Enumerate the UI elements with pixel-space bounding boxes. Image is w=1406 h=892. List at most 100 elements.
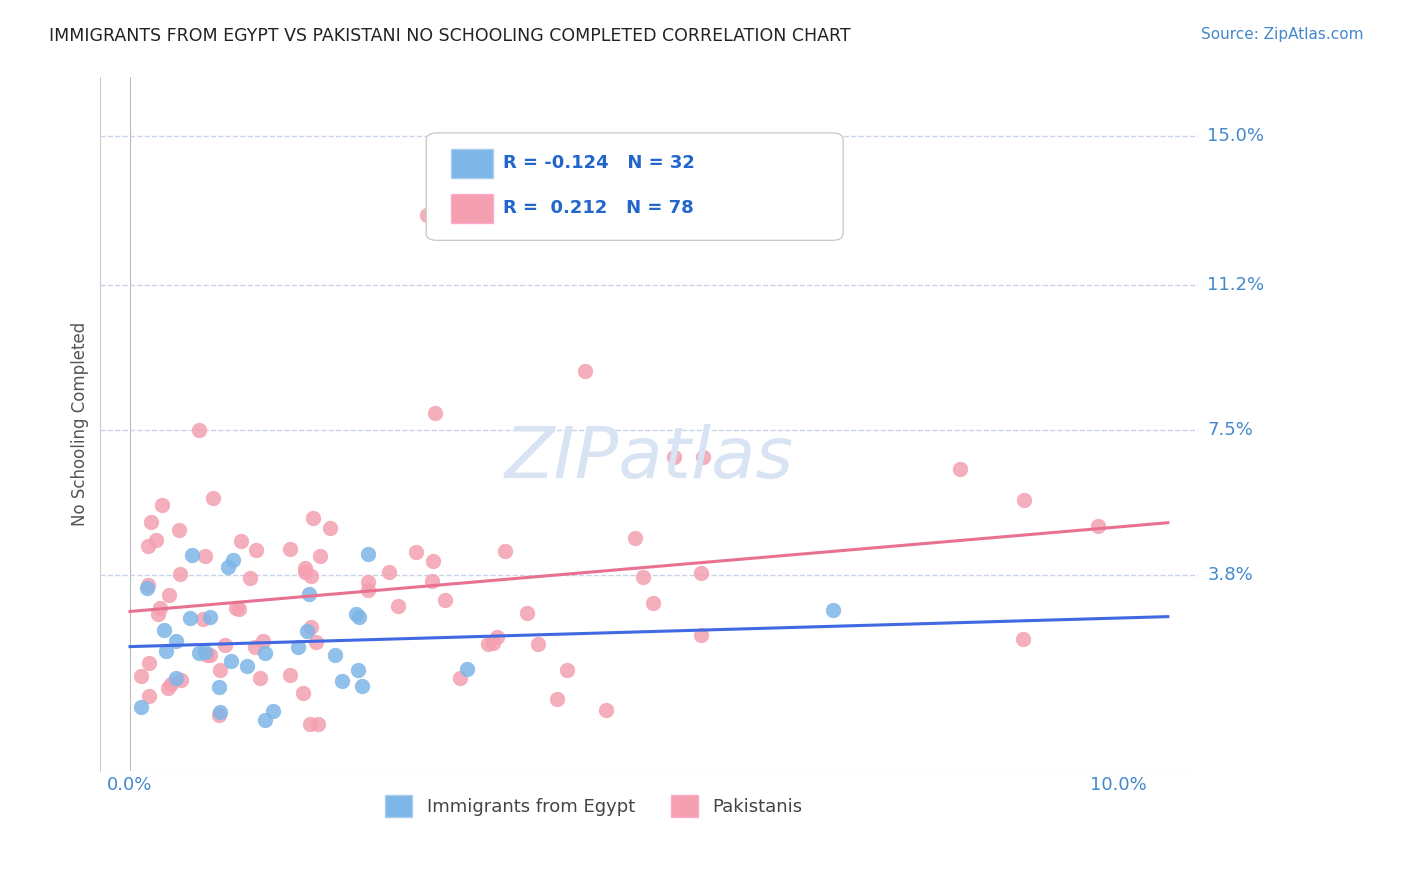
Point	[298, 587, 321, 601]
Legend: Immigrants from Egypt, Pakistanis: Immigrants from Egypt, Pakistanis	[378, 788, 810, 824]
Point	[207, 680, 229, 694]
Point	[546, 692, 568, 706]
Point	[252, 634, 274, 648]
Point	[229, 533, 252, 548]
Point	[149, 601, 172, 615]
Point	[222, 553, 245, 567]
Point	[422, 554, 444, 568]
Point	[214, 638, 236, 652]
Point	[194, 549, 217, 563]
Point	[278, 668, 301, 682]
Point	[643, 596, 665, 610]
Point	[253, 646, 276, 660]
Y-axis label: No Schooling Completed: No Schooling Completed	[72, 322, 89, 526]
Point	[141, 515, 163, 529]
Text: 15.0%: 15.0%	[1208, 128, 1264, 145]
Point	[482, 636, 505, 650]
Point	[449, 671, 471, 685]
Point	[298, 716, 321, 731]
Point	[245, 542, 267, 557]
Point	[318, 521, 340, 535]
Point	[245, 640, 267, 654]
Point	[516, 606, 538, 620]
Point	[235, 659, 257, 673]
Point	[148, 607, 170, 622]
Point	[330, 674, 353, 689]
Point	[253, 714, 276, 728]
Point	[299, 620, 322, 634]
Point	[821, 603, 844, 617]
Point	[415, 207, 437, 221]
Point	[219, 654, 242, 668]
Point	[194, 644, 217, 658]
Point	[208, 663, 231, 677]
Point	[494, 544, 516, 558]
Point	[145, 533, 167, 548]
Text: 11.2%: 11.2%	[1208, 276, 1264, 294]
Point	[129, 699, 152, 714]
Point	[198, 648, 221, 663]
Point	[169, 673, 191, 688]
Text: R = -0.124   N = 32: R = -0.124 N = 32	[503, 154, 695, 172]
Point	[357, 582, 380, 597]
Point	[477, 637, 499, 651]
Point	[595, 703, 617, 717]
Point	[262, 704, 284, 718]
Point	[179, 611, 201, 625]
Point	[304, 634, 326, 648]
Point	[198, 610, 221, 624]
Text: Source: ZipAtlas.com: Source: ZipAtlas.com	[1201, 27, 1364, 42]
Point	[631, 570, 654, 584]
Point	[209, 705, 232, 719]
Point	[574, 364, 596, 378]
Point	[434, 593, 457, 607]
Text: 3.8%: 3.8%	[1208, 566, 1253, 584]
Point	[180, 548, 202, 562]
Point	[278, 541, 301, 556]
Point	[165, 634, 187, 648]
Point	[405, 545, 427, 559]
Point	[152, 499, 174, 513]
Point	[155, 644, 177, 658]
Point	[526, 637, 548, 651]
Point	[217, 560, 239, 574]
Point	[157, 681, 180, 695]
Point	[1011, 632, 1033, 646]
Point	[624, 532, 647, 546]
Point	[167, 524, 190, 538]
Point	[195, 648, 218, 663]
Point	[378, 565, 401, 579]
Point	[225, 601, 247, 615]
Point	[299, 569, 322, 583]
Point	[387, 599, 409, 613]
Point	[949, 462, 972, 476]
Point	[420, 574, 443, 588]
Point	[1087, 519, 1109, 533]
Point	[662, 450, 685, 465]
Point	[138, 657, 160, 671]
FancyBboxPatch shape	[451, 149, 494, 178]
Point	[1012, 493, 1035, 508]
Point	[485, 630, 508, 644]
Point	[136, 539, 159, 553]
FancyBboxPatch shape	[426, 133, 844, 240]
Point	[136, 581, 159, 595]
Point	[208, 707, 231, 722]
Point	[357, 547, 380, 561]
Point	[129, 669, 152, 683]
Point	[239, 571, 262, 585]
Text: ZIPatlas: ZIPatlas	[505, 425, 793, 493]
Point	[228, 601, 250, 615]
Point	[352, 679, 374, 693]
Point	[169, 567, 191, 582]
Point	[138, 689, 160, 703]
Point	[165, 671, 187, 685]
FancyBboxPatch shape	[451, 194, 494, 223]
Point	[690, 566, 713, 580]
Point	[344, 607, 367, 621]
Point	[159, 588, 181, 602]
Point	[423, 406, 446, 420]
Point	[357, 575, 380, 590]
Point	[188, 423, 211, 437]
Point	[287, 640, 309, 654]
